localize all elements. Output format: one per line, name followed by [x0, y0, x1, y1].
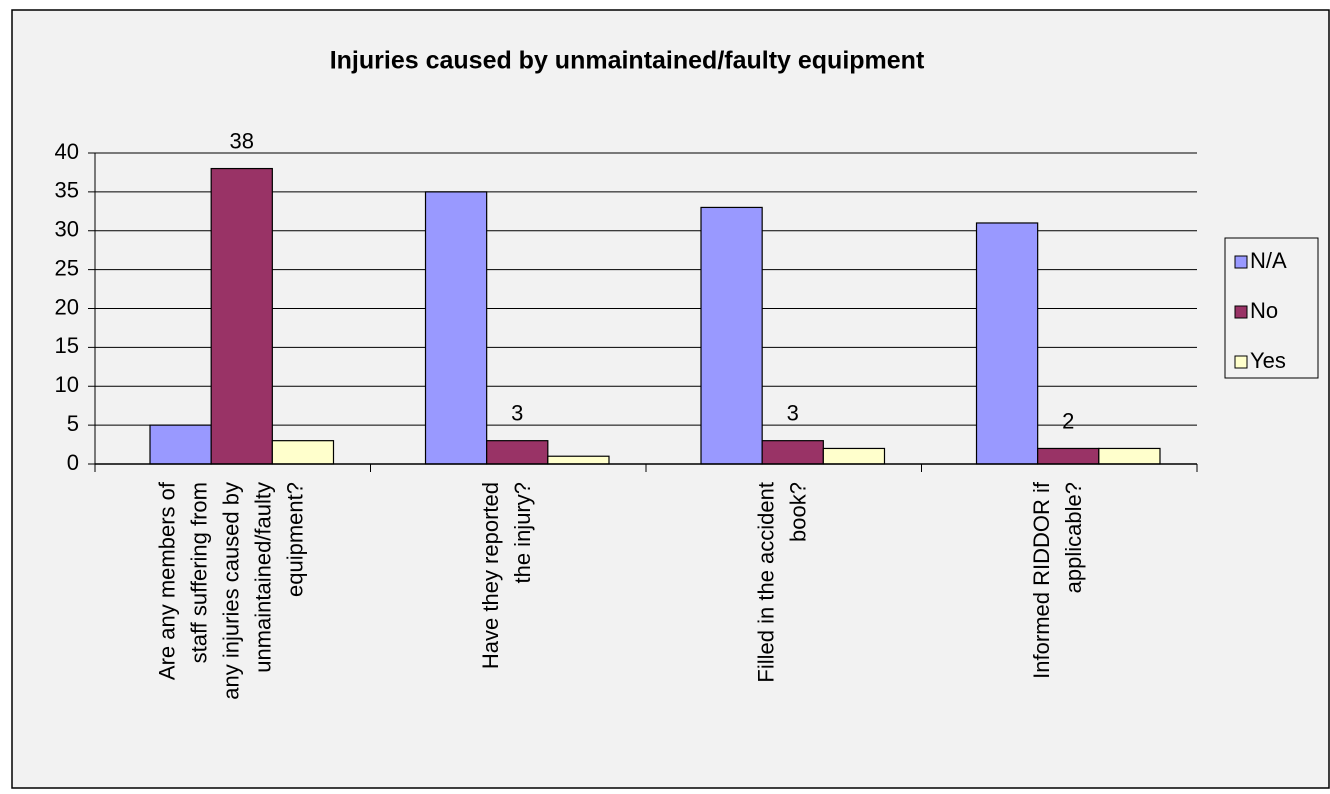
x-tick-label: book? — [786, 482, 811, 542]
y-tick-label: 20 — [55, 294, 79, 319]
y-tick-label: 40 — [55, 139, 79, 164]
legend-label: Yes — [1250, 348, 1286, 373]
y-tick-label: 30 — [55, 217, 79, 242]
data-label: 3 — [511, 400, 523, 425]
x-tick-label: any injuries caused by — [219, 482, 244, 700]
chart-frame — [11, 9, 1330, 789]
x-tick-label: Have they reported — [478, 482, 503, 669]
y-tick-label: 25 — [55, 255, 79, 280]
data-label: 3 — [787, 400, 799, 425]
x-tick-label: unmaintained/faulty — [251, 482, 276, 673]
data-label: 2 — [1062, 408, 1074, 433]
x-tick-label: staff suffering from — [187, 482, 212, 663]
legend-label: No — [1250, 298, 1278, 323]
y-tick-label: 5 — [67, 411, 79, 436]
x-tick-label: equipment? — [283, 482, 308, 597]
bar — [547, 455, 610, 465]
legend-swatch — [1234, 355, 1248, 369]
bar — [271, 440, 335, 465]
bar — [822, 447, 886, 465]
bar — [210, 167, 273, 465]
bar — [1037, 447, 1100, 465]
x-tick-label: Filled in the accident — [754, 482, 779, 683]
legend-label: N/A — [1250, 248, 1287, 273]
chart-title: Injuries caused by unmaintained/faulty e… — [330, 47, 925, 75]
legend-swatch — [1234, 305, 1248, 319]
bar — [149, 424, 212, 465]
bar — [761, 440, 824, 465]
y-tick-label: 15 — [55, 333, 79, 358]
x-tick-label: the injury? — [510, 482, 535, 584]
bar — [486, 440, 549, 465]
bar — [1098, 447, 1161, 465]
x-tick-label: applicable? — [1061, 482, 1086, 593]
bar — [975, 222, 1039, 465]
x-tick-label: Informed RIDDOR if — [1029, 481, 1054, 679]
data-label: 38 — [230, 128, 254, 153]
y-tick-label: 0 — [67, 450, 79, 475]
y-tick-label: 35 — [55, 178, 79, 203]
legend-swatch — [1234, 255, 1248, 269]
bar — [424, 191, 488, 465]
bar — [700, 206, 763, 465]
x-tick-label: Are any members of — [155, 481, 180, 680]
y-tick-label: 10 — [55, 372, 79, 397]
